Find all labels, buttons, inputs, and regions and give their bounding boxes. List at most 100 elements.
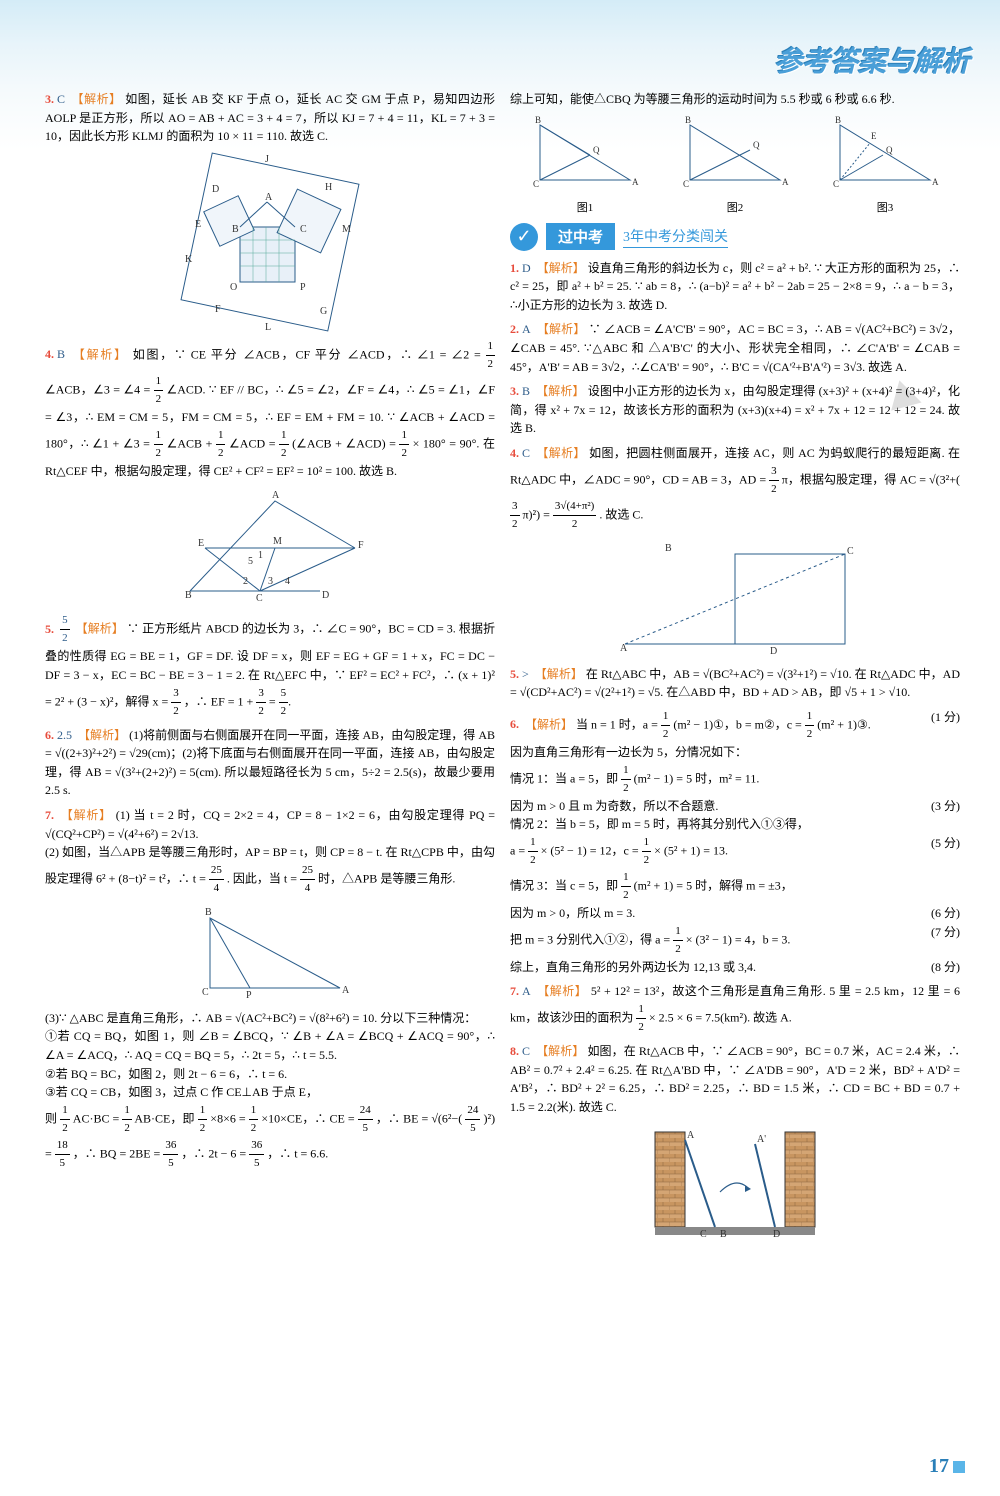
q5-tag: 【解析】 [76, 622, 124, 636]
q5-num: 5. [45, 622, 54, 636]
r1-tag: 【解析】 [537, 261, 585, 275]
q5-ans: 52 [60, 622, 70, 636]
r6-l2: 因为直角三角形有一边长为 5，分情况如下： [510, 745, 747, 759]
left-column: 3.C 【解析】 如图，延长 AB 交 KF 于点 O，延长 AC 交 GM 于… [45, 90, 495, 1248]
q7-p3m: ，∴ 2t − 6 = [181, 1146, 246, 1160]
r6-m7: (7 分) [931, 923, 960, 942]
r6-l5: 情况 2：当 b = 5，即 m = 5 时，再将其分别代入①③得， [510, 817, 809, 831]
r8: 8.C 【解析】 如图，在 Rt△ACB 中，∵ ∠ACB = 90°，BC =… [510, 1042, 960, 1116]
q4-t5: ∠ACD = [229, 436, 275, 450]
svg-text:B: B [185, 590, 192, 601]
fig2: BQCA [675, 115, 795, 195]
r6-l6b: × (5² − 1) = 12，c = [541, 843, 639, 857]
svg-text:D: D [770, 646, 777, 657]
fig1-lbl: 图1 [525, 199, 645, 215]
fig3-lbl: 图3 [825, 199, 945, 215]
svg-text:A': A' [757, 1134, 766, 1145]
q7-figure: BCPA [180, 903, 360, 1003]
q4-t1: 如图，∵ CE 平分 ∠ACB，CF 平分 ∠ACD，∴ ∠1 = ∠2 = [133, 347, 481, 361]
q7-p3b: ①若 CQ = BQ，如图 1，则 ∠B = ∠BCQ，∵ ∠B + ∠A = … [45, 1029, 495, 1062]
q7-p3e: 则 [45, 1111, 57, 1125]
svg-text:1: 1 [258, 550, 263, 561]
r6-l9: 把 m = 3 分别代入①②，得 a = [510, 932, 670, 946]
svg-text:M: M [273, 536, 282, 547]
r7-ans: A [522, 984, 531, 998]
r7: 7.A 【解析】 5² + 12² = 13²，故这个三角形是直角三角形. 5 … [510, 982, 960, 1036]
svg-text:D: D [212, 184, 219, 195]
r7-t2: × 2.5 × 6 = 7.5(km²). 故选 A. [649, 1010, 792, 1024]
svg-text:B: B [685, 115, 691, 125]
q7-p2b: . 因此，当 t = [227, 871, 297, 885]
r6-l7b: (m² + 1) = 5 时，解得 m = ±3， [634, 878, 793, 892]
svg-text:Q: Q [593, 145, 600, 155]
svg-text:D: D [322, 590, 329, 601]
svg-text:C: C [833, 179, 839, 189]
r1-ans: D [522, 261, 531, 275]
r6-l1c: (m² + 1)③. [817, 717, 870, 731]
r2-ans: A [522, 322, 531, 336]
svg-text:A: A [632, 177, 639, 187]
right-column: 综上可知，能使△CBQ 为等腰三角形的运动时间为 5.5 秒或 6 秒或 6.6… [510, 90, 960, 1248]
r3-tag: 【解析】 [536, 384, 585, 398]
q3-num: 3. [45, 92, 54, 106]
r4: 4.C 【解析】 如图，把圆柱侧面展开，连接 AC，则 AC 为蚂蚁爬行的最短距… [510, 444, 960, 533]
r5-ans: > [522, 667, 529, 681]
r3: 3.B 【解析】 设图中小正方形的边长为 x，由勾股定理得 (x+3)² + (… [510, 382, 960, 438]
r5-num: 5. [510, 667, 519, 681]
page-square-icon [953, 1461, 965, 1473]
q5-t2: ，∴ EF = 1 + [184, 694, 254, 708]
q4-num: 4. [45, 347, 54, 361]
page-header: 参考答案与解析 [774, 40, 970, 80]
q5: 5. 52 【解析】 ∵ 正方形纸片 ABCD 的边长为 3，∴ ∠C = 90… [45, 612, 495, 719]
r1: 1.D 【解析】 设直角三角形的斜边长为 c，则 c² = a² + b². ∵… [510, 259, 960, 315]
svg-text:A: A [342, 985, 350, 996]
r6-m8: (8 分) [931, 958, 960, 977]
q6-tag: 【解析】 [78, 728, 126, 742]
r2: 2.A 【解析】 ∵ ∠ACB = ∠A'C'B' = 90°，AC = BC … [510, 320, 960, 376]
svg-text:M: M [342, 224, 351, 235]
svg-text:4: 4 [285, 576, 290, 587]
q7-p3l: ，∴ BQ = 2BE = [73, 1146, 161, 1160]
svg-text:F: F [358, 540, 364, 551]
r2-tag: 【解析】 [537, 322, 586, 336]
q6-num: 6. [45, 728, 54, 742]
q7-num: 7. [45, 808, 54, 822]
svg-text:K: K [185, 254, 193, 265]
svg-text:B: B [720, 1229, 727, 1240]
r4-ans: C [522, 446, 530, 460]
section-header: ✓ 过中考 3年中考分类闯关 [510, 223, 960, 251]
r6-l1b: (m² − 1)①，b = m②，c = [673, 717, 801, 731]
q6: 6.2.5 【解析】 (1)将前侧面与右侧面展开在同一平面，连接 AB，由勾股定… [45, 726, 495, 800]
svg-text:E: E [871, 131, 877, 141]
svg-text:B: B [205, 907, 212, 918]
svg-text:H: H [325, 182, 332, 193]
r6-num: 6. [510, 717, 519, 731]
svg-text:C: C [847, 546, 854, 557]
fig2-lbl: 图2 [675, 199, 795, 215]
svg-text:A: A [932, 177, 939, 187]
q4-t4: ∠ACB + [167, 436, 213, 450]
svg-text:B: B [535, 115, 541, 125]
q7-p3a: (3)∵ △ABC 是直角三角形，∴ AB = √(AC²+BC²) = √(8… [45, 1011, 476, 1025]
r8-figure: AA'CBD [645, 1122, 825, 1242]
q7-p1: (1) 当 t = 2 时，CQ = 2×2 = 4，CP = 8 − 1×2 … [45, 808, 495, 841]
q7: 7. 【解析】 (1) 当 t = 2 时，CQ = 2×2 = 4，CP = … [45, 806, 495, 897]
r4-t2: π，根据勾股定理，得 AC = √(3²+( [782, 472, 960, 486]
r7-num: 7. [510, 984, 519, 998]
r6-m5: (5 分) [931, 834, 960, 853]
svg-text:J: J [265, 154, 269, 165]
q7-tag: 【解析】 [61, 808, 112, 822]
r6-l10: 综上，直角三角形的另外两边长为 12,13 或 3,4. [510, 960, 756, 974]
r6-l7: 情况 3：当 c = 5，即 [510, 878, 618, 892]
r8-tag: 【解析】 [536, 1044, 584, 1058]
r6-m3: (3 分) [931, 797, 960, 816]
svg-text:C: C [300, 224, 307, 235]
svg-text:C: C [202, 987, 209, 998]
q4-t6: (∠ACB + ∠ACD) = [292, 436, 396, 450]
r6-l6c: × (5² + 1) = 13. [654, 843, 728, 857]
section-sub: 3年中考分类闯关 [623, 226, 728, 248]
svg-text:L: L [265, 322, 271, 332]
svg-text:A: A [782, 177, 789, 187]
r4-t3: π)²) = [523, 507, 550, 521]
svg-text:A: A [272, 490, 280, 501]
